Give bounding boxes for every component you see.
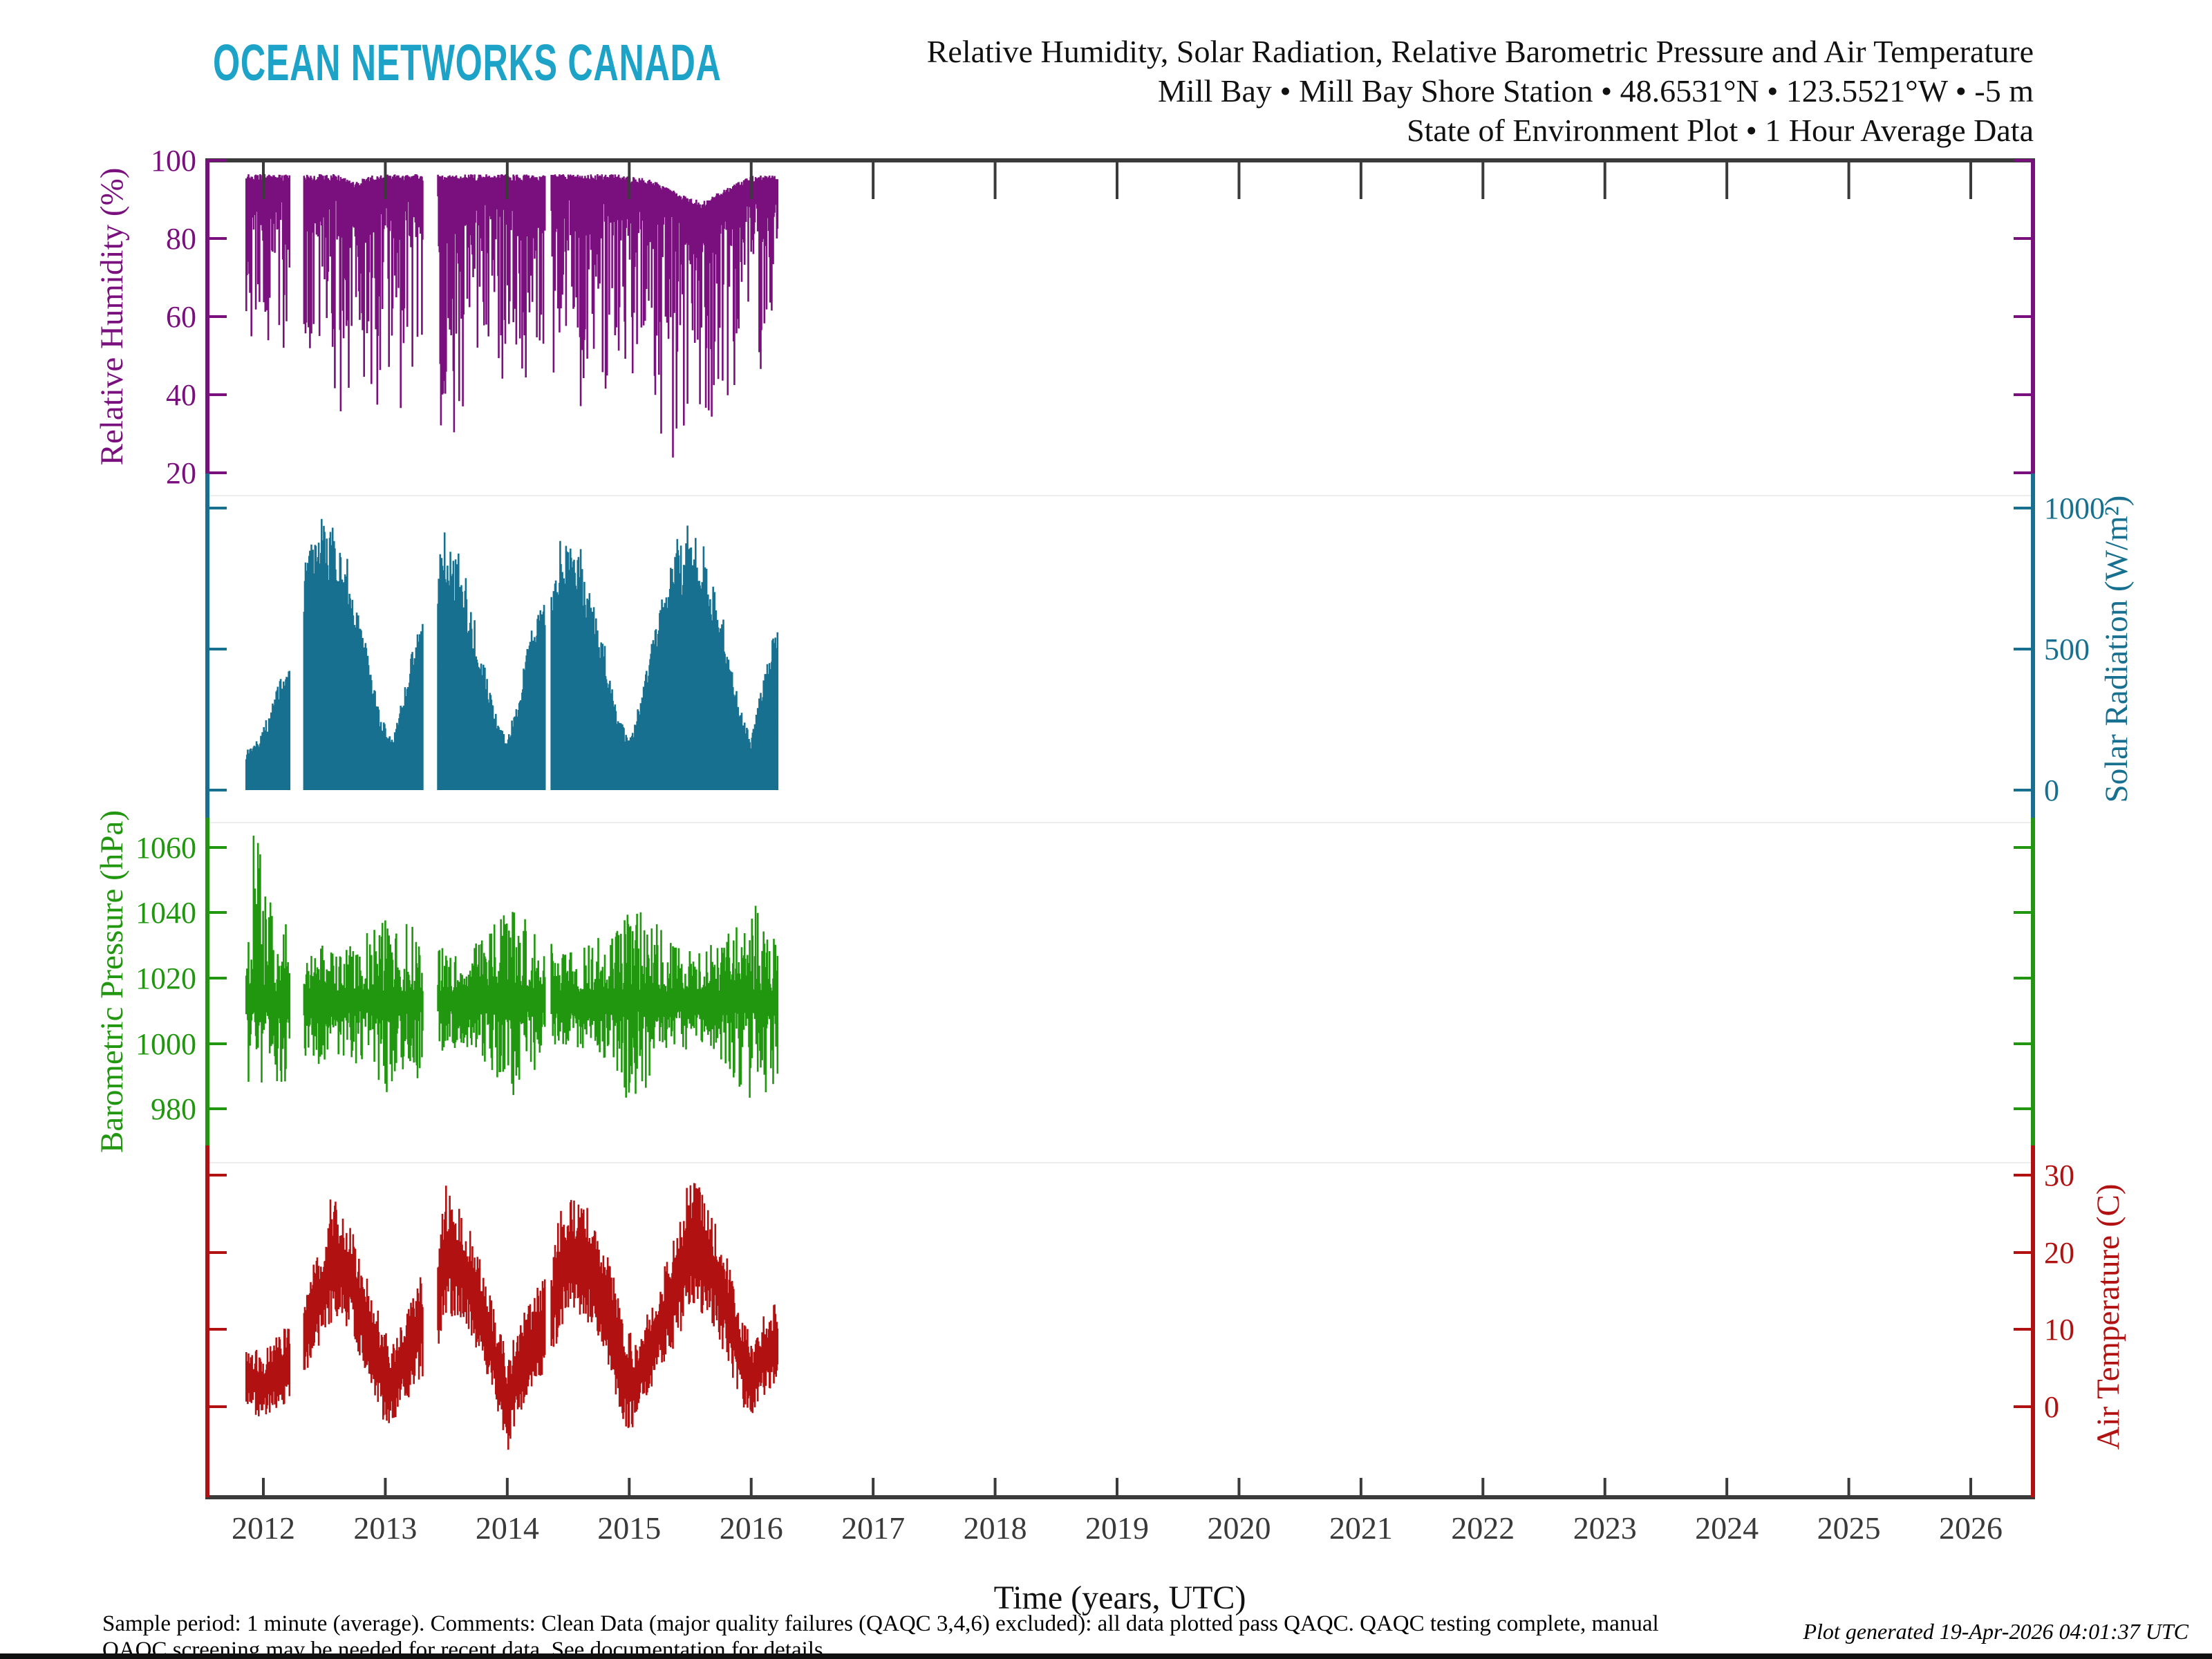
plot-title-line2: Mill Bay • Mill Bay Shore Station • 48.6… [1158, 73, 2034, 109]
y-axis-label-air-temperature: Air Temperature (C) [2090, 1183, 2126, 1450]
tick-label-solar_radiation: 1000 [2044, 491, 2105, 525]
tick-label-relative_humidity: 40 [166, 378, 196, 412]
tick-label-air_temperature: 0 [2044, 1390, 2059, 1424]
tick-label-barometric_pressure: 1020 [135, 962, 196, 995]
tick-label-barometric_pressure: 1000 [135, 1027, 196, 1061]
series-air_temperature [245, 1183, 779, 1450]
footer-plot-generated: Plot generated 19-Apr-2026 04:01:37 UTC [1803, 1619, 2188, 1644]
tick-label-solar_radiation: 0 [2044, 774, 2059, 807]
footer-comments: Sample period: 1 minute (average). Comme… [102, 1611, 1659, 1659]
year-label: 2018 [964, 1510, 1027, 1546]
axes: 2012 2013 2014 2015 2016 2017 2018 2019 2020 2021… [135, 144, 2105, 1546]
x-tick-labels: 2012 2013 2014 2015 2016 2017 2018 2019 2020 2021… [232, 1510, 2003, 1546]
tick-label-air_temperature: 20 [2044, 1236, 2074, 1270]
plot-title: Relative Humidity, Solar Radiation, Rela… [927, 32, 2034, 150]
year-label: 2017 [841, 1510, 905, 1546]
bottom-border [0, 1653, 2212, 1659]
series-solar_radiation [245, 518, 779, 790]
year-label: 2022 [1451, 1510, 1515, 1546]
year-label: 2015 [597, 1510, 661, 1546]
tick-label-relative_humidity: 60 [166, 300, 196, 334]
series-barometric_pressure [245, 835, 779, 1098]
tick-label-barometric_pressure: 1040 [135, 896, 196, 930]
year-label: 2026 [1939, 1510, 2003, 1546]
year-label: 2014 [476, 1510, 539, 1546]
footer-sample-period-line: Sample period: 1 minute (average). Comme… [102, 1611, 1659, 1636]
onc-logo: OCEAN NETWORKS CANADA [213, 34, 722, 91]
plot-title-line1: Relative Humidity, Solar Radiation, Rela… [926, 34, 2034, 69]
tick-label-air_temperature: 10 [2044, 1313, 2074, 1347]
data-series [245, 174, 779, 1450]
y-axis-label-barometric-pressure: Barometric Pressure (hPa) [94, 810, 130, 1153]
year-label: 2013 [353, 1510, 417, 1546]
tick-label-air_temperature: 30 [2044, 1159, 2074, 1192]
year-label: 2016 [720, 1510, 783, 1546]
year-label: 2021 [1329, 1510, 1393, 1546]
year-label: 2020 [1207, 1510, 1271, 1546]
tick-label-solar_radiation: 500 [2044, 632, 2090, 666]
tick-label-barometric_pressure: 980 [151, 1092, 196, 1126]
series-relative_humidity [245, 174, 779, 458]
plot-title-line3: State of Environment Plot • 1 Hour Avera… [1407, 113, 2034, 148]
panel-edges [207, 495, 2033, 1163]
year-label: 2023 [1573, 1510, 1637, 1546]
y-axis-label-relative-humidity: Relative Humidity (%) [94, 167, 130, 466]
y-axis-label-solar-radiation: Solar Radiation (W/m²) [2099, 495, 2135, 803]
tick-label-relative_humidity: 100 [151, 144, 196, 178]
x-axis-label: Time (years, UTC) [993, 1580, 1246, 1616]
year-label: 2024 [1695, 1510, 1759, 1546]
tick-label-relative_humidity: 20 [166, 456, 196, 490]
year-label: 2019 [1085, 1510, 1149, 1546]
year-label: 2012 [232, 1510, 295, 1546]
year-label: 2025 [1817, 1510, 1881, 1546]
tick-label-relative_humidity: 80 [166, 222, 196, 256]
tick-label-barometric_pressure: 1060 [135, 831, 196, 865]
